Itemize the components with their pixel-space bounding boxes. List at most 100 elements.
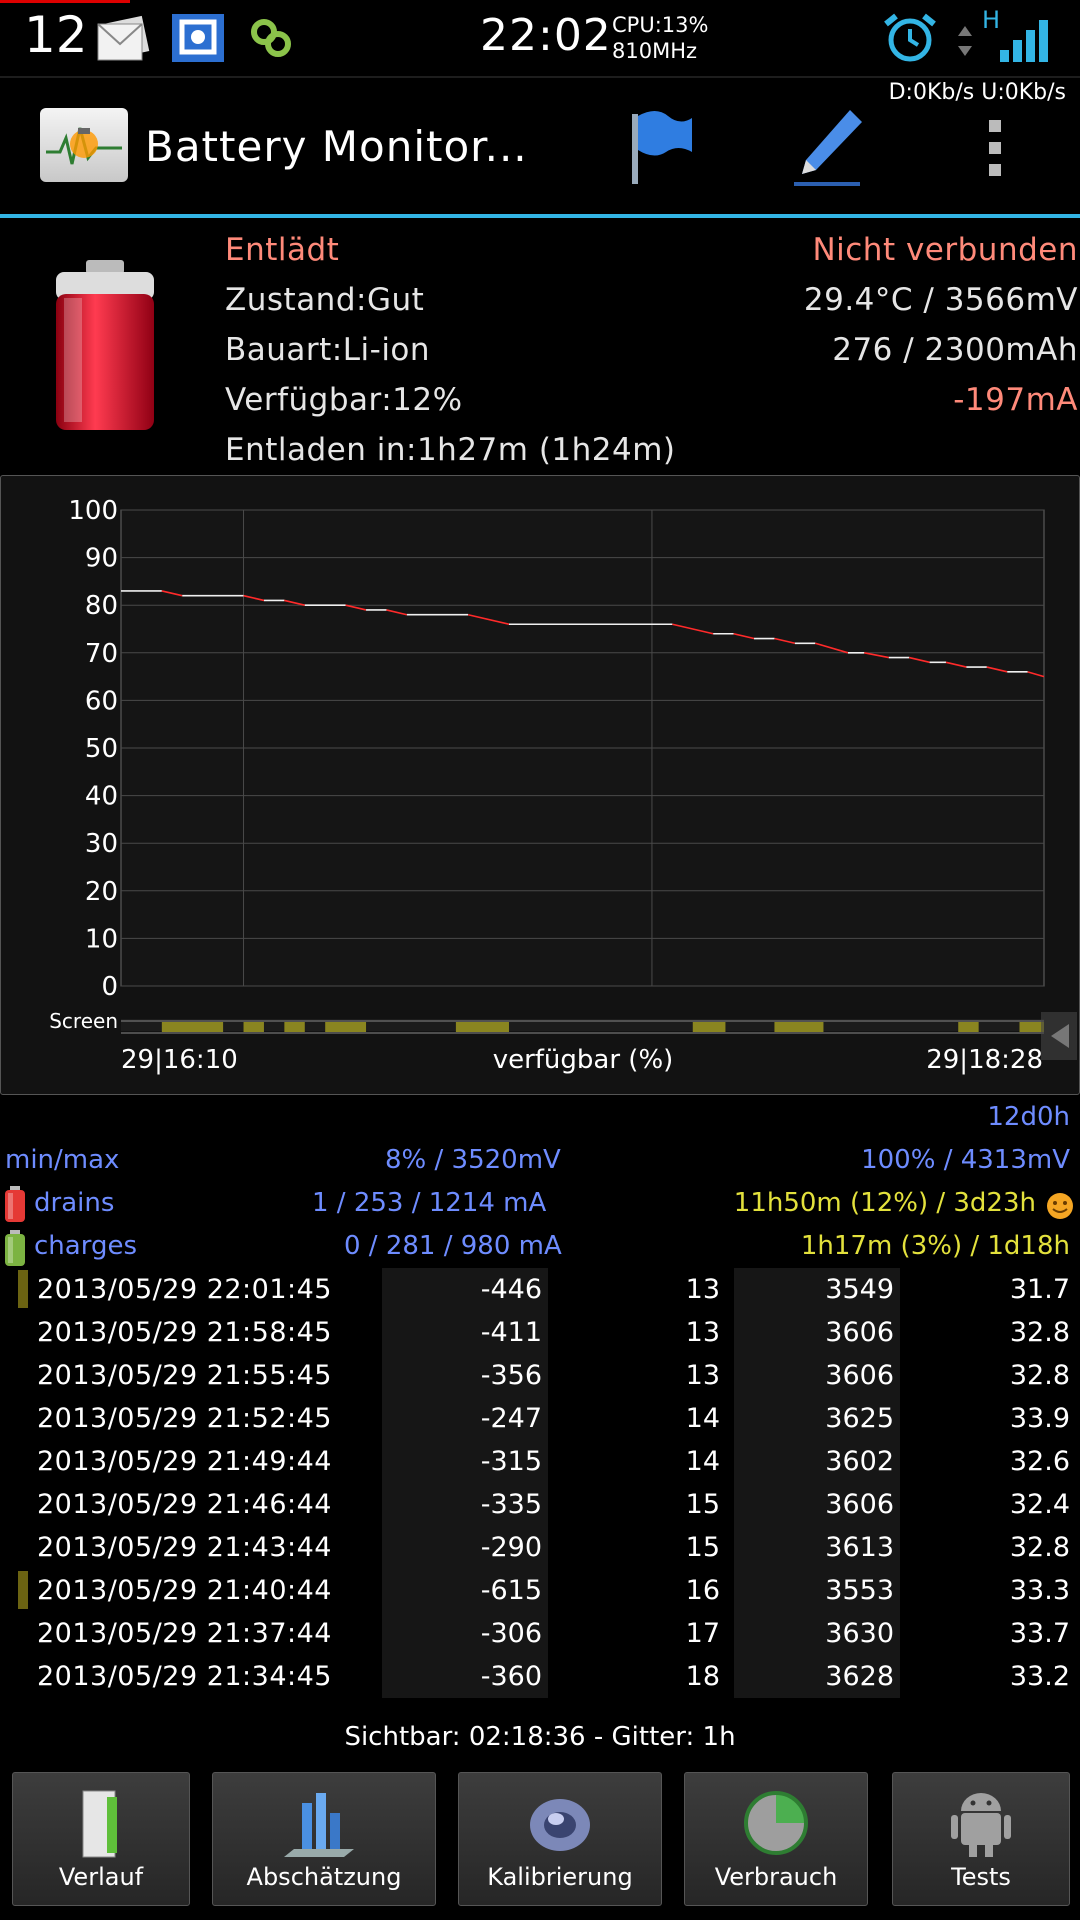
log-voltage: 3625 bbox=[825, 1403, 894, 1434]
battery-info: Entlädt Nicht verbunden Zustand:Gut 29.4… bbox=[0, 220, 1080, 470]
cell-shade bbox=[382, 1526, 548, 1569]
discharge-estimate: Entladen in:1h27m (1h24m) bbox=[225, 432, 676, 468]
cell-shade bbox=[734, 1354, 900, 1397]
cell-shade bbox=[382, 1354, 548, 1397]
series-segment bbox=[672, 623, 714, 635]
battery-type: Bauart:Li-ion bbox=[225, 332, 431, 368]
series-segment bbox=[909, 656, 930, 664]
nav-button-verlauf[interactable]: Verlauf bbox=[12, 1772, 190, 1906]
log-table[interactable]: 2013/05/29 22:01:45 -446 13 3549 31.7 2013/05… bbox=[0, 1268, 1080, 1718]
y-tick-label: 30 bbox=[85, 829, 118, 859]
status-accent-line bbox=[0, 0, 130, 3]
drain-battery-icon bbox=[5, 1186, 25, 1222]
series-segment bbox=[467, 613, 510, 626]
series-segment bbox=[945, 661, 967, 668]
notification-count: 12 bbox=[24, 6, 88, 64]
cell-shade bbox=[734, 1440, 900, 1483]
cell-shade bbox=[382, 1612, 548, 1655]
cell-shade bbox=[734, 1526, 900, 1569]
log-temperature: 32.6 bbox=[1009, 1446, 1070, 1477]
battery-current: -197mA bbox=[953, 382, 1078, 418]
nav-button-abschätzung[interactable]: Abschätzung bbox=[212, 1772, 436, 1906]
log-current: -411 bbox=[480, 1317, 542, 1348]
log-row[interactable]: 2013/05/29 21:40:44 -615 16 3553 33.3 bbox=[0, 1569, 1080, 1612]
series-segment bbox=[733, 632, 755, 640]
overflow-menu-icon[interactable] bbox=[965, 104, 1025, 190]
screen-label: Screen bbox=[49, 1009, 118, 1033]
x-start-label: 29|16:10 bbox=[121, 1045, 238, 1075]
log-timestamp: 2013/05/29 21:37:44 bbox=[37, 1618, 332, 1649]
alarm-icon bbox=[884, 13, 936, 62]
cell-shade bbox=[734, 1655, 900, 1698]
nav-button-label: Kalibrierung bbox=[487, 1863, 633, 1891]
charges-label: charges bbox=[34, 1231, 137, 1261]
log-current: -335 bbox=[480, 1489, 542, 1520]
temp-voltage: 29.4°C / 3566mV bbox=[803, 282, 1078, 318]
door-icon bbox=[82, 1790, 117, 1858]
series-segment bbox=[864, 652, 889, 659]
nav-button-tests[interactable]: Tests bbox=[892, 1772, 1070, 1906]
charges-values: 0 / 281 / 980 mA bbox=[344, 1231, 562, 1261]
log-percent: 13 bbox=[685, 1317, 720, 1348]
screen-on-marker bbox=[18, 1571, 28, 1609]
x-axis-label: verfügbar (%) bbox=[493, 1045, 674, 1075]
charges-time: 1h17m (3%) / 1d18h bbox=[800, 1231, 1070, 1261]
cell-shade bbox=[734, 1311, 900, 1354]
log-temperature: 31.7 bbox=[1009, 1274, 1070, 1305]
log-percent: 18 bbox=[685, 1661, 720, 1692]
y-tick-label: 20 bbox=[85, 877, 118, 907]
log-row[interactable]: 2013/05/29 21:58:45 -411 13 3606 32.8 bbox=[0, 1311, 1080, 1354]
cell-shade bbox=[734, 1483, 900, 1526]
log-temperature: 32.8 bbox=[1009, 1360, 1070, 1391]
series-segment bbox=[284, 599, 305, 606]
app-title[interactable]: Battery Monitor... bbox=[145, 122, 528, 171]
log-row[interactable]: 2013/05/29 21:34:45 -360 18 3628 33.2 bbox=[0, 1655, 1080, 1698]
log-row[interactable]: 2013/05/29 22:01:45 -446 13 3549 31.7 bbox=[0, 1268, 1080, 1311]
log-row[interactable]: 2013/05/29 21:49:44 -315 14 3602 32.6 bbox=[0, 1440, 1080, 1483]
log-percent: 14 bbox=[685, 1446, 720, 1477]
log-row[interactable]: 2013/05/29 21:43:44 -290 15 3613 32.8 bbox=[0, 1526, 1080, 1569]
app-logo-icon[interactable] bbox=[40, 108, 128, 182]
log-current: -360 bbox=[480, 1661, 542, 1692]
max-value: 100% / 4313mV bbox=[861, 1145, 1070, 1175]
visible-range-caption: Sichtbar: 02:18:36 - Gitter: 1h bbox=[344, 1722, 736, 1752]
screen-on-segment bbox=[958, 1022, 979, 1032]
log-row[interactable]: 2013/05/29 21:46:44 -335 15 3606 32.4 bbox=[0, 1483, 1080, 1526]
series-segment bbox=[1027, 671, 1045, 678]
series-segment bbox=[161, 590, 183, 597]
log-row[interactable]: 2013/05/29 21:37:44 -306 17 3630 33.7 bbox=[0, 1612, 1080, 1655]
charge-state: Entlädt bbox=[225, 232, 340, 268]
cpu-info: CPU:13% 810MHz bbox=[612, 12, 708, 64]
cell-shade bbox=[734, 1268, 900, 1311]
flag-icon[interactable] bbox=[620, 104, 700, 190]
log-temperature: 33.7 bbox=[1009, 1618, 1070, 1649]
nav-button-verbrauch[interactable]: Verbrauch bbox=[684, 1772, 868, 1906]
cpu-frequency: 810MHz bbox=[612, 39, 698, 63]
log-timestamp: 2013/05/29 21:46:44 bbox=[37, 1489, 332, 1520]
nav-button-kalibrierung[interactable]: Kalibrierung bbox=[458, 1772, 662, 1906]
log-current: -615 bbox=[480, 1575, 542, 1606]
nav-button-label: Tests bbox=[951, 1863, 1011, 1891]
battery-available: Verfügbar:12% bbox=[225, 382, 463, 418]
log-timestamp: 2013/05/29 21:40:44 bbox=[37, 1575, 332, 1606]
chart-scroll-handle[interactable] bbox=[1041, 1012, 1077, 1060]
series-segment bbox=[815, 642, 849, 654]
battery-chart[interactable]: 0 10 20 30 40 50 60 70 80 90 100 29|16:10 verfügba… bbox=[0, 475, 1080, 1095]
cell-shade bbox=[382, 1311, 548, 1354]
log-current: -290 bbox=[480, 1532, 542, 1563]
series-segment bbox=[386, 609, 408, 616]
edit-icon[interactable] bbox=[790, 104, 870, 190]
log-voltage: 3553 bbox=[825, 1575, 894, 1606]
y-tick-label: 60 bbox=[85, 686, 118, 716]
drains-label: drains bbox=[34, 1188, 115, 1218]
log-row[interactable]: 2013/05/29 21:55:45 -356 13 3606 32.8 bbox=[0, 1354, 1080, 1397]
cell-shade bbox=[382, 1397, 548, 1440]
screen-on-segment bbox=[243, 1022, 264, 1032]
mail-icon bbox=[97, 15, 150, 61]
signal-strength-icon bbox=[1000, 20, 1048, 62]
battery-icon bbox=[56, 260, 154, 430]
log-percent: 17 bbox=[685, 1618, 720, 1649]
log-row[interactable]: 2013/05/29 21:52:45 -247 14 3625 33.9 bbox=[0, 1397, 1080, 1440]
disc-icon bbox=[530, 1799, 590, 1851]
log-percent: 15 bbox=[685, 1489, 720, 1520]
